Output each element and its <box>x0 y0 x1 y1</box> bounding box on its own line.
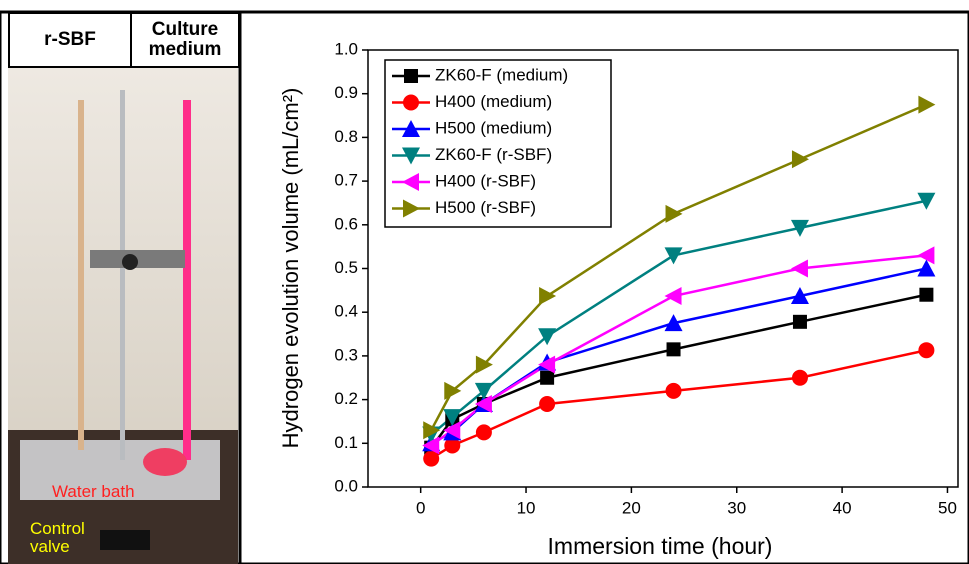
y-tick-label: 0.6 <box>334 214 358 233</box>
marker <box>917 192 936 210</box>
marker <box>539 395 556 412</box>
y-tick-label: 0.5 <box>334 258 358 277</box>
marker <box>423 450 440 467</box>
marker <box>790 219 809 237</box>
marker <box>443 421 461 440</box>
marker <box>540 370 555 385</box>
marker <box>402 147 420 165</box>
y-tick-label: 0.7 <box>334 171 358 190</box>
header-label: Culture medium <box>130 12 240 68</box>
legend-label: H400 (r-SBF) <box>435 171 536 190</box>
marker <box>539 287 557 306</box>
marker <box>664 314 683 332</box>
marker <box>919 287 934 302</box>
x-tick-label: 50 <box>938 498 957 517</box>
photo <box>8 68 238 564</box>
marker <box>538 328 557 346</box>
y-tick-label: 0.3 <box>334 345 358 364</box>
legend-label: H500 (medium) <box>435 118 552 137</box>
marker <box>444 381 462 400</box>
marker <box>791 369 808 386</box>
marker <box>666 342 681 357</box>
marker <box>423 421 441 440</box>
x-axis-label: Immersion time (hour) <box>548 533 773 559</box>
legend-label: ZK60-F (medium) <box>435 65 568 84</box>
y-tick-label: 0.1 <box>334 433 358 452</box>
legend-label: ZK60-F (r-SBF) <box>435 145 552 164</box>
x-tick-label: 40 <box>833 498 852 517</box>
marker <box>791 150 809 169</box>
marker <box>792 314 807 329</box>
marker <box>790 287 809 305</box>
x-tick-label: 30 <box>727 498 746 517</box>
y-tick-label: 0.2 <box>334 389 358 408</box>
y-tick-label: 0.8 <box>334 127 358 146</box>
marker <box>918 342 935 359</box>
marker <box>665 204 683 223</box>
marker <box>665 382 682 399</box>
marker <box>538 355 556 374</box>
marker <box>475 355 493 374</box>
marker <box>444 437 461 454</box>
marker <box>402 173 419 191</box>
header-label: r-SBF <box>8 12 132 68</box>
marker <box>475 424 492 441</box>
marker <box>474 394 492 413</box>
photo-label: Water bath <box>52 482 135 501</box>
y-tick-label: 1.0 <box>334 39 358 58</box>
marker <box>917 259 936 277</box>
marker <box>404 69 418 83</box>
legend-box <box>384 59 612 228</box>
photo-label: Control valve <box>30 519 85 556</box>
y-axis-label: Hydrogen evolution volume (mL/cm²) <box>278 88 303 449</box>
marker <box>917 246 935 265</box>
y-tick-label: 0.9 <box>334 83 358 102</box>
marker <box>918 95 936 114</box>
y-tick-label: 0.4 <box>334 302 358 321</box>
marker <box>664 247 683 265</box>
marker <box>403 199 420 218</box>
marker <box>403 94 419 111</box>
marker <box>402 120 420 137</box>
marker <box>664 287 682 306</box>
marker <box>790 259 808 278</box>
x-tick-label: 20 <box>622 498 641 517</box>
legend-label: H500 (r-SBF) <box>435 198 536 217</box>
x-tick-label: 0 <box>416 498 425 517</box>
y-tick-label: 0.0 <box>334 476 358 495</box>
legend-label: H400 (medium) <box>435 92 552 111</box>
x-tick-label: 10 <box>517 498 536 517</box>
marker <box>443 409 462 427</box>
marker <box>474 382 493 400</box>
marker <box>422 436 440 455</box>
